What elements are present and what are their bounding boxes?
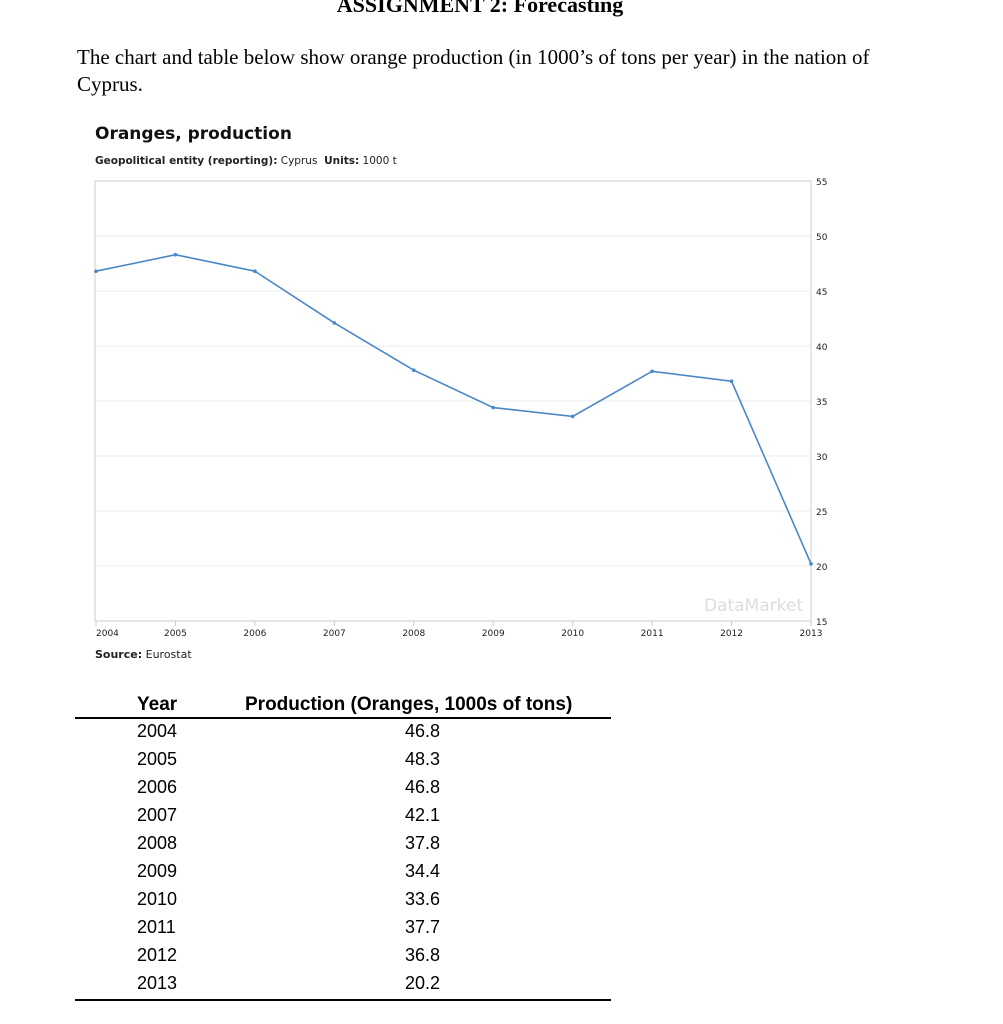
table-bottom-rule: [75, 999, 611, 1001]
cell-production: 37.7: [405, 917, 441, 937]
table-row: 2005 48.3: [75, 747, 611, 775]
data-point: [650, 369, 654, 374]
chart-title: Oranges, production: [95, 124, 292, 144]
header-production: Production (Oranges, 1000s of tons): [245, 694, 573, 715]
line-chart: 15 20 25 30 35 40 45 50 55 DataMarket 2004 2005 2006…: [94, 178, 828, 639]
y-tick-label: 35: [816, 398, 827, 408]
data-point: [253, 269, 257, 274]
x-tick-label: 2010: [561, 629, 584, 639]
data-point: [94, 269, 98, 274]
chart-source: Source: Eurostat: [95, 648, 192, 661]
cell-year: 2007: [137, 805, 178, 825]
cell-year: 2013: [137, 973, 178, 993]
table-row: 2011 37.7: [75, 915, 611, 943]
plot-frame: [94, 180, 812, 622]
source-label: Source:: [95, 648, 143, 661]
x-tick-label: 2009: [482, 629, 505, 639]
cell-production: 46.8: [405, 777, 441, 797]
subtitle-value-entity: Cyprus: [280, 155, 318, 167]
y-tick-label: 15: [816, 618, 827, 628]
source-value: Eurostat: [145, 648, 192, 661]
cell-year: 2012: [137, 945, 178, 965]
data-point: [332, 321, 337, 325]
x-tick-label: 2006: [243, 629, 266, 639]
data-point: [729, 379, 734, 384]
cell-year: 2005: [137, 749, 178, 769]
chart-subtitle: Geopolitical entity (reporting): Cyprus …: [95, 155, 397, 167]
document-title: ASSIGNMENT 2: Forecasting: [336, 0, 624, 17]
table-row: 2004 46.8: [75, 719, 611, 747]
table-row: 2006 46.8: [75, 775, 611, 803]
cell-production: 48.3: [405, 749, 441, 769]
x-tick-label: 2012: [720, 629, 743, 639]
x-tick-label: 2013: [800, 629, 823, 639]
cell-production: 33.6: [405, 889, 441, 909]
y-tick-label: 25: [816, 508, 827, 518]
x-tick-label: 2011: [641, 629, 664, 639]
cell-production: 46.8: [405, 721, 441, 741]
cell-year: 2010: [137, 889, 178, 909]
cell-production: 37.8: [405, 833, 441, 853]
x-tick-label: 2004: [96, 629, 119, 639]
subtitle-label-entity: Geopolitical entity (reporting):: [95, 155, 278, 167]
table-row: 2012 36.8: [75, 943, 611, 971]
series-line: [95, 253, 812, 565]
cell-production: 34.4: [405, 861, 441, 881]
subtitle-value-units: 1000 t: [362, 155, 397, 167]
cell-production: 20.2: [405, 973, 441, 993]
header-year: Year: [137, 694, 178, 715]
subtitle-label-units: Units:: [324, 155, 360, 167]
data-point: [491, 405, 496, 410]
table-row: 2007 42.1: [75, 803, 611, 831]
production-table: Year Production (Oranges, 1000s of tons)…: [75, 694, 611, 1001]
y-tick-label: 20: [816, 563, 828, 573]
data-point: [809, 562, 813, 566]
data-point: [570, 414, 575, 419]
cell-production: 42.1: [405, 805, 441, 825]
data-point: [173, 252, 178, 257]
table-row: 2009 34.4: [75, 859, 611, 887]
y-tick-label: 30: [816, 453, 828, 463]
y-tick-label: 40: [816, 343, 828, 353]
table-row: 2008 37.8: [75, 831, 611, 859]
data-point: [411, 368, 416, 373]
x-tick-label: 2005: [164, 629, 187, 639]
cell-year: 2011: [137, 917, 176, 937]
cell-year: 2009: [137, 861, 178, 881]
table-row: 2010 33.6: [75, 887, 611, 915]
cell-production: 36.8: [405, 945, 441, 965]
cell-year: 2008: [137, 833, 178, 853]
table-header: Year Production (Oranges, 1000s of tons): [75, 694, 611, 719]
cell-year: 2004: [137, 721, 178, 741]
table-row: 2013 20.2: [75, 971, 611, 999]
x-tick-label: 2008: [402, 629, 425, 639]
intro-paragraph: The chart and table below show orange pr…: [77, 45, 870, 96]
cell-year: 2006: [137, 777, 178, 797]
y-tick-label: 55: [816, 178, 827, 188]
watermark-datamarket: DataMarket: [704, 596, 803, 616]
x-tick-label: 2007: [323, 629, 346, 639]
y-tick-label: 45: [816, 288, 827, 298]
y-tick-label: 50: [816, 233, 828, 243]
